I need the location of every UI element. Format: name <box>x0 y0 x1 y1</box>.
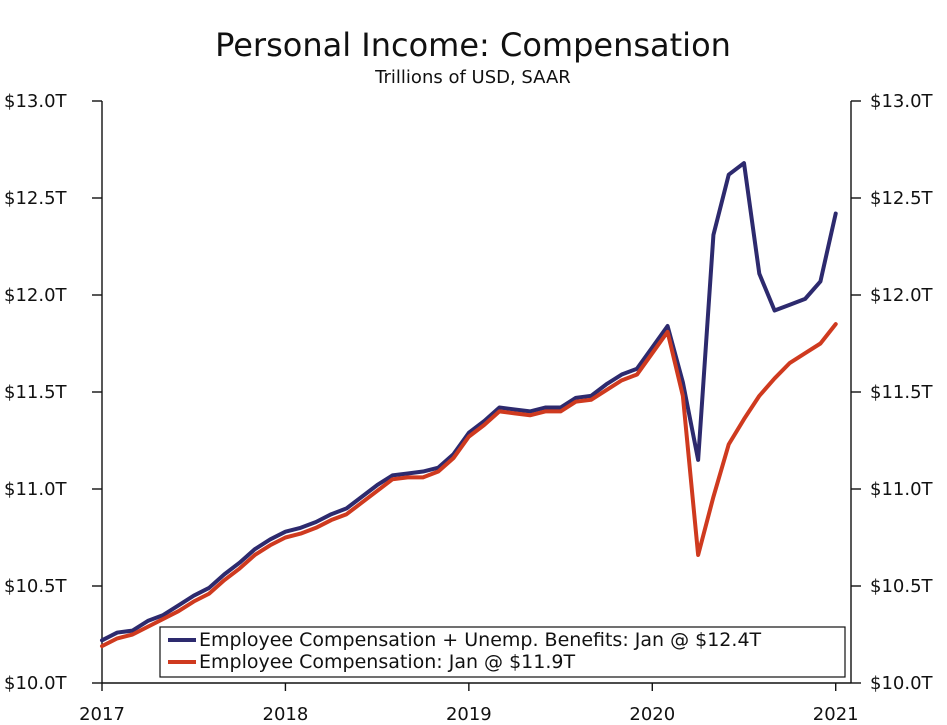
y-axis-right: $10.0T $10.5T $11.0T $11.5T $12.0T $12.5T $13.… <box>851 91 934 694</box>
series-line-2 <box>100 322 838 649</box>
y-tick-label-left: $10.5T <box>4 576 68 597</box>
y-tick-label-left: $12.0T <box>4 285 68 306</box>
y-tick-label-left: $13.0T <box>4 91 68 112</box>
chart-subtitle: Trillions of USD, SAAR <box>374 67 571 88</box>
x-tick-label: 2019 <box>446 704 492 725</box>
y-tick-label-left: $11.5T <box>4 382 68 403</box>
y-tick-label-left: $12.5T <box>4 188 68 209</box>
y-tick-label-right: $11.5T <box>870 382 934 403</box>
legend-label-series-1: Employee Compensation + Unemp. Benefits:… <box>199 629 762 651</box>
x-tick-label: 2020 <box>629 704 675 725</box>
x-tick-label: 2017 <box>79 704 125 725</box>
y-axis-left: $10.0T $10.5T $11.0T $11.5T $12.0T $12.5T $13.… <box>4 91 102 694</box>
legend-label-series-2: Employee Compensation: Jan @ $11.9T <box>199 651 575 673</box>
y-tick-label-right: $12.0T <box>870 285 934 306</box>
chart-title: Personal Income: Compensation <box>215 26 731 64</box>
y-tick-label-right: $12.5T <box>870 188 934 209</box>
legend: Employee Compensation + Unemp. Benefits:… <box>159 626 846 678</box>
y-tick-label-right: $13.0T <box>870 91 934 112</box>
series-line-1 <box>100 161 838 643</box>
x-tick-label: 2018 <box>263 704 309 725</box>
legend-box <box>159 626 846 678</box>
y-tick-label-left: $11.0T <box>4 479 68 500</box>
series-lines <box>100 161 838 649</box>
x-tick-label: 2021 <box>813 704 859 725</box>
y-tick-label-left: $10.0T <box>4 673 68 694</box>
y-tick-label-right: $10.5T <box>870 576 934 597</box>
y-tick-label-right: $11.0T <box>870 479 934 500</box>
x-axis: 2017 2018 2019 2020 2021 <box>79 683 859 725</box>
y-tick-label-right: $10.0T <box>870 673 934 694</box>
